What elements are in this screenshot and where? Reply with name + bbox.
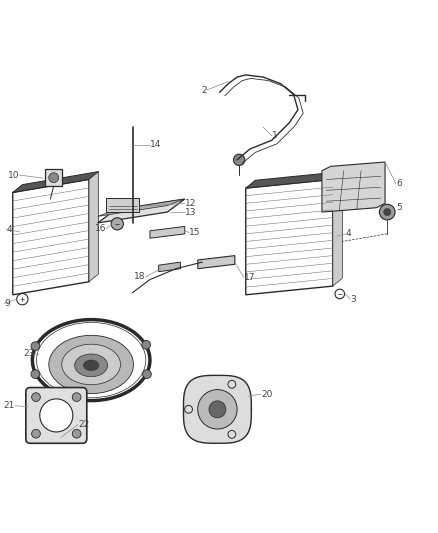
- Polygon shape: [98, 199, 185, 223]
- Circle shape: [32, 393, 40, 401]
- Polygon shape: [184, 375, 251, 443]
- Polygon shape: [13, 172, 99, 192]
- Text: 23: 23: [23, 349, 35, 358]
- Circle shape: [209, 401, 226, 418]
- Circle shape: [40, 399, 73, 432]
- Text: 3: 3: [350, 295, 356, 304]
- Polygon shape: [159, 262, 180, 272]
- Circle shape: [31, 342, 40, 351]
- Circle shape: [379, 204, 395, 220]
- Polygon shape: [246, 172, 343, 188]
- Circle shape: [198, 390, 237, 429]
- Text: 15: 15: [189, 228, 201, 237]
- Circle shape: [49, 173, 59, 183]
- Circle shape: [31, 370, 40, 378]
- Text: 12: 12: [185, 199, 196, 208]
- Text: 9: 9: [4, 299, 10, 308]
- Ellipse shape: [84, 360, 99, 370]
- Circle shape: [233, 154, 245, 165]
- Text: 13: 13: [185, 207, 196, 216]
- Circle shape: [72, 393, 81, 401]
- Polygon shape: [322, 162, 385, 212]
- Polygon shape: [198, 256, 235, 269]
- Bar: [46, 169, 62, 186]
- Text: 17: 17: [244, 273, 255, 282]
- Text: 20: 20: [261, 390, 272, 399]
- Polygon shape: [150, 227, 185, 238]
- Text: 4: 4: [346, 229, 351, 238]
- Text: 6: 6: [396, 179, 402, 188]
- Text: 2: 2: [201, 86, 207, 95]
- Polygon shape: [89, 172, 99, 282]
- Text: 14: 14: [150, 140, 161, 149]
- Ellipse shape: [49, 335, 134, 394]
- Polygon shape: [98, 199, 185, 216]
- Bar: [106, 198, 139, 212]
- Text: 10: 10: [8, 171, 19, 180]
- Text: 18: 18: [134, 272, 145, 281]
- Circle shape: [142, 341, 151, 349]
- Circle shape: [72, 430, 81, 438]
- Text: 5: 5: [396, 203, 402, 212]
- Circle shape: [32, 430, 40, 438]
- Polygon shape: [333, 172, 343, 286]
- Circle shape: [111, 218, 124, 230]
- Text: 16: 16: [95, 224, 106, 233]
- Text: 22: 22: [78, 420, 89, 429]
- Text: 4: 4: [6, 225, 12, 234]
- Ellipse shape: [75, 354, 108, 377]
- Text: 21: 21: [4, 401, 15, 410]
- Text: 1: 1: [272, 131, 278, 140]
- Circle shape: [143, 370, 151, 378]
- FancyBboxPatch shape: [26, 387, 87, 443]
- Ellipse shape: [62, 344, 120, 385]
- Circle shape: [384, 208, 391, 215]
